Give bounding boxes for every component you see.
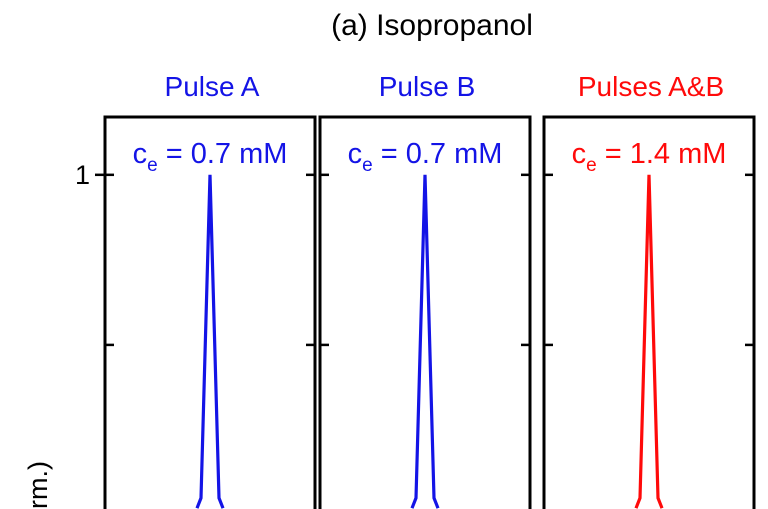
figure-title: (a) Isopropanol	[331, 9, 533, 42]
annotation-symbol: c	[133, 138, 148, 170]
panel-annotation: ce = 0.7 mM	[133, 138, 288, 176]
annotation-value: = 0.7 mM	[158, 138, 288, 170]
panel-annotation: ce = 0.7 mM	[348, 138, 503, 176]
panel-title: Pulses A&B	[578, 71, 724, 102]
annotation-value: = 1.4 mM	[597, 138, 727, 170]
annotation-symbol: c	[348, 138, 363, 170]
panel-frame	[103, 115, 317, 509]
panel-1: Pulse A ce = 0.7 mM 1	[75, 71, 317, 509]
y-axis-label: rm.)	[23, 461, 53, 509]
series-line	[410, 174, 440, 509]
annotation-subscript: e	[362, 155, 373, 176]
series-line	[195, 174, 225, 509]
annotation-symbol: c	[572, 138, 587, 170]
panel-title: Pulse B	[379, 71, 476, 102]
panel-frame	[542, 115, 756, 509]
panel-3: Pulses A&B ce = 1.4 mM	[542, 71, 756, 509]
panel-frame	[318, 115, 532, 509]
annotation-value: = 0.7 mM	[373, 138, 503, 170]
panel-title: Pulse A	[165, 71, 260, 102]
panel-annotation: ce = 1.4 mM	[572, 138, 727, 176]
series-line	[634, 174, 664, 509]
annotation-subscript: e	[586, 155, 597, 176]
annotation-subscript: e	[147, 155, 158, 176]
panel-2: Pulse B ce = 0.7 mM	[318, 71, 532, 509]
y-tick-label: 1	[75, 160, 90, 190]
